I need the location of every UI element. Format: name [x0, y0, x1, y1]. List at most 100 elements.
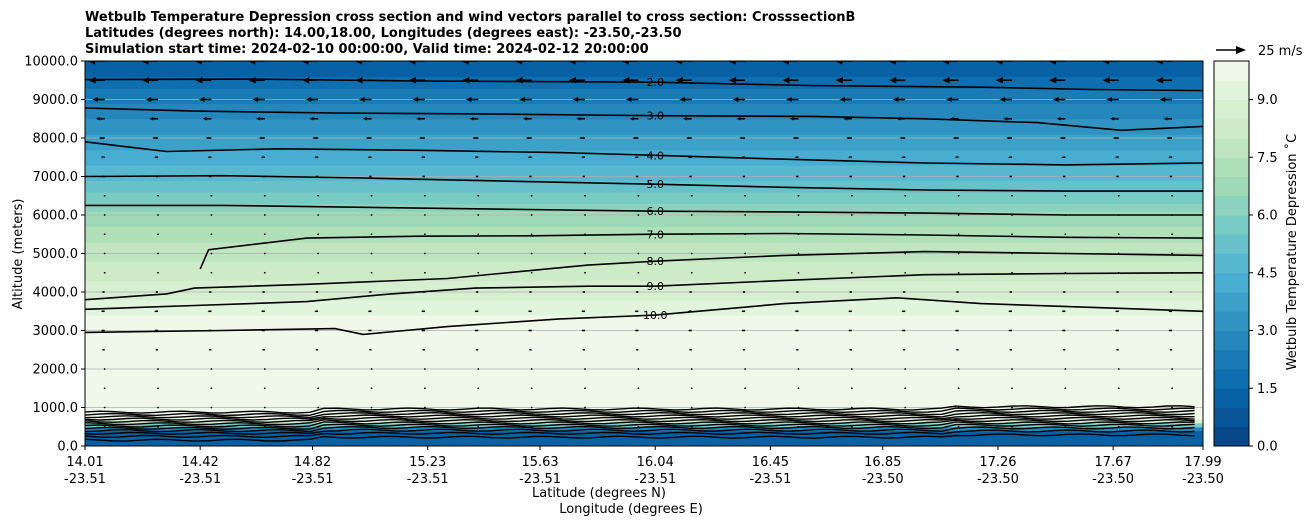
wind-vector-head — [781, 61, 789, 65]
fill-band — [85, 222, 1203, 228]
wind-vector-head — [899, 136, 903, 140]
wind-vector — [625, 96, 639, 103]
y-tick-label: 0.0 — [57, 440, 78, 455]
colorbar-tick-label: 0.0 — [1257, 440, 1278, 455]
wind-vector-head — [527, 310, 530, 313]
fill-band — [85, 442, 1203, 446]
fill-band — [85, 207, 1203, 212]
x-tick-label-lat: 16.45 — [752, 455, 789, 470]
wind-vector-head — [955, 349, 958, 351]
fill-band — [85, 326, 1203, 332]
wind-vector — [794, 310, 799, 313]
wind-vector — [904, 233, 907, 236]
fill-band — [85, 342, 1203, 347]
wind-vector — [744, 214, 747, 216]
fill-band — [85, 311, 1203, 316]
wind-vector — [1159, 96, 1173, 103]
wind-vector — [528, 291, 532, 293]
wind-vector-head — [419, 136, 422, 140]
wind-vector — [632, 136, 639, 140]
wind-vector-head — [688, 291, 691, 293]
wind-vector — [690, 214, 693, 216]
wind-vector — [312, 136, 319, 140]
wind-vector-head — [207, 329, 210, 332]
wind-vector — [1008, 156, 1012, 159]
wind-vector — [1117, 214, 1120, 216]
wind-vector — [1106, 96, 1119, 103]
wind-vector — [519, 96, 532, 103]
wind-vector-head — [742, 349, 744, 351]
wind-vector-head — [205, 136, 209, 140]
fill-band — [85, 118, 1203, 124]
wind-vector — [1011, 271, 1013, 274]
wind-vector — [528, 175, 532, 178]
wind-vector — [210, 233, 213, 236]
wind-vector — [525, 136, 532, 140]
wind-vector — [688, 291, 692, 293]
wind-vector — [797, 271, 800, 274]
wind-vector — [472, 136, 479, 140]
wind-vector — [423, 233, 426, 236]
wind-vector-head — [896, 117, 901, 121]
wind-vector-head — [92, 96, 98, 103]
wind-vector — [208, 291, 212, 293]
wind-vector-head — [100, 156, 103, 159]
fill-band — [85, 272, 1203, 278]
wind-vector-head — [100, 329, 103, 332]
wind-vector — [1048, 61, 1066, 65]
wind-vector — [210, 252, 213, 255]
wind-vector-head — [795, 291, 797, 293]
wind-vector — [367, 310, 372, 313]
fill-band — [85, 141, 1203, 147]
wind-vector-head — [786, 96, 792, 103]
wind-vector-head — [902, 291, 904, 293]
wind-vector — [198, 96, 212, 103]
fill-band — [85, 395, 1203, 401]
wind-vector — [530, 214, 533, 216]
wind-vector-head — [475, 175, 477, 178]
quiver-key: 25 m/s — [1216, 44, 1303, 59]
wind-vector-head — [1106, 96, 1112, 103]
wind-vector — [407, 61, 425, 65]
wind-vector — [263, 194, 266, 197]
wind-vector — [954, 156, 959, 159]
wind-vector-head — [572, 96, 579, 103]
wind-vector — [260, 329, 265, 332]
wind-vector-head — [354, 61, 363, 65]
wind-vector — [157, 194, 159, 197]
wind-vector — [155, 175, 159, 178]
wind-vector — [1163, 117, 1173, 121]
contour-label: 5.0 — [646, 178, 664, 191]
wind-vector-head — [834, 61, 843, 65]
x-tick-label-lat: 15.63 — [521, 455, 558, 470]
contour-label: 2.0 — [646, 76, 664, 89]
x-tick-label-lat: 17.99 — [1184, 455, 1221, 470]
fill-band — [85, 130, 1203, 135]
wind-vector — [744, 425, 747, 428]
wind-vector — [154, 310, 159, 313]
wind-vector — [477, 194, 480, 197]
wind-vector — [850, 233, 853, 236]
wind-vector — [141, 76, 159, 84]
wind-vector — [582, 348, 586, 351]
wind-vector — [157, 406, 159, 409]
contour-line-boundary — [85, 409, 1195, 419]
wind-vector-head — [368, 175, 370, 178]
wind-vector — [1008, 329, 1012, 332]
wind-vector — [103, 194, 106, 197]
wind-vector — [530, 387, 533, 390]
wind-vector-head — [782, 76, 790, 84]
wind-vector — [584, 252, 586, 255]
wind-vector-head — [198, 96, 205, 103]
wind-vector — [848, 348, 852, 351]
wind-vector-head — [416, 117, 421, 121]
wind-vector — [263, 368, 266, 370]
wind-vector — [301, 76, 319, 84]
wind-vector-head — [208, 175, 210, 178]
fill-band — [85, 303, 1203, 308]
x-tick-label-lon: -23.51 — [634, 472, 676, 487]
y-axis-label: Altitude (meters) — [11, 199, 26, 310]
wind-vector — [744, 271, 747, 274]
wind-vector — [145, 96, 159, 103]
contour-line — [85, 272, 1203, 311]
